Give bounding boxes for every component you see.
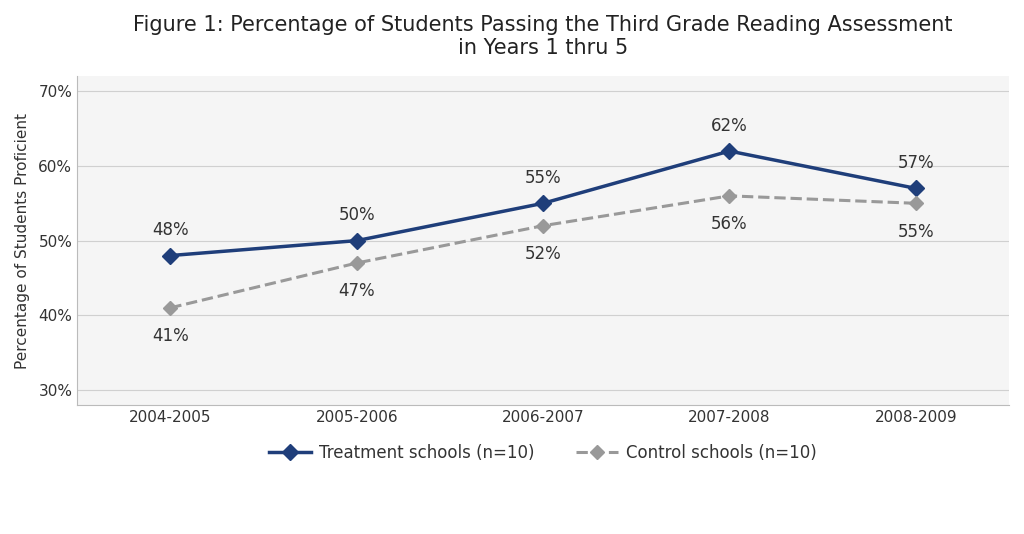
Title: Figure 1: Percentage of Students Passing the Third Grade Reading Assessment
in Y: Figure 1: Percentage of Students Passing… — [133, 15, 953, 58]
Text: 57%: 57% — [897, 154, 934, 172]
Text: 47%: 47% — [338, 282, 375, 301]
Text: 48%: 48% — [152, 221, 188, 239]
Text: 62%: 62% — [711, 116, 748, 135]
Text: 55%: 55% — [897, 223, 934, 241]
Text: 55%: 55% — [524, 169, 561, 187]
Legend: Treatment schools (n=10), Control schools (n=10): Treatment schools (n=10), Control school… — [262, 437, 823, 469]
Text: 41%: 41% — [152, 327, 188, 345]
Text: 52%: 52% — [524, 245, 561, 263]
Text: 56%: 56% — [711, 215, 748, 233]
Y-axis label: Percentage of Students Proficient: Percentage of Students Proficient — [15, 113, 30, 368]
Text: 50%: 50% — [338, 206, 375, 224]
